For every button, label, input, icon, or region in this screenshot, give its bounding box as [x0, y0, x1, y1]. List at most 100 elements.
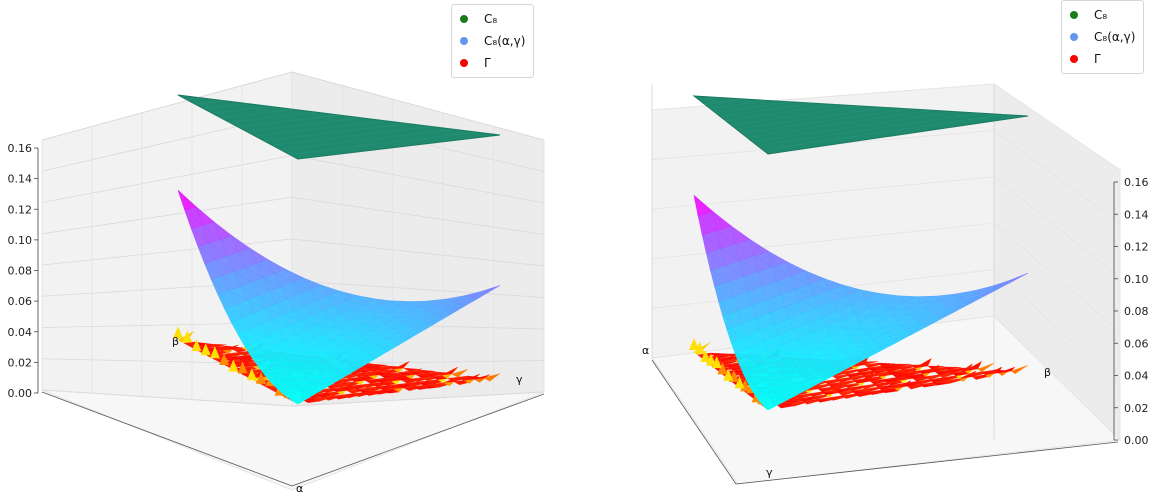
c8-mesh-line	[212, 106, 271, 114]
gamma-surface-facet	[483, 373, 501, 382]
legend-label-gamma: Γ	[1094, 52, 1101, 66]
alpha-axis-line	[41, 391, 293, 487]
gamma-surface-facet	[893, 363, 912, 368]
gamma-surface-facet	[371, 363, 388, 368]
c8-mesh-line	[709, 100, 766, 109]
grid-line	[291, 71, 545, 141]
z-tick-label: 0.00	[8, 387, 33, 400]
gamma-surface-facet	[467, 375, 484, 380]
z-tick-label: 0.08	[8, 265, 33, 278]
c8-mesh-line	[752, 111, 957, 142]
legend-entry-c8: C₈	[1070, 4, 1135, 26]
beta-axis-line	[735, 441, 1119, 485]
c8-alpha-gamma-facet	[445, 295, 465, 303]
gamma-surface-facet	[226, 345, 243, 350]
c8-alpha-gamma-facet	[897, 295, 917, 304]
c8-alpha-gamma-facet	[916, 295, 936, 304]
c8-alpha-gamma-facet	[231, 234, 251, 253]
c8-mesh-line	[229, 111, 317, 123]
c8-mesh-line	[746, 110, 933, 138]
gamma-spike	[191, 339, 202, 352]
c8-alpha-gamma-facet	[213, 220, 233, 240]
c8-alpha-gamma-facet	[356, 295, 376, 305]
legend-marker-gamma	[460, 59, 468, 67]
gamma-axis-label: γ	[516, 373, 523, 386]
c8-alpha-gamma-facet	[693, 194, 714, 216]
c8-mesh-line	[289, 131, 478, 155]
c8-mesh-line	[186, 97, 202, 100]
legend-entry-gamma: Γ	[460, 52, 525, 74]
c8-alpha-gamma-facet	[841, 284, 862, 297]
c8-mesh-line	[715, 101, 790, 113]
c8-mesh-line	[730, 105, 862, 126]
gamma-spike	[694, 341, 705, 354]
legend-label-c8: C₈	[1094, 8, 1108, 22]
c8-mesh-line	[699, 97, 718, 101]
legend-label-c8: C₈	[484, 12, 498, 26]
c8-alpha-gamma-facet	[177, 189, 197, 211]
gamma-spike	[182, 330, 193, 343]
gamma-surface-facet	[977, 362, 995, 373]
c8-alpha-gamma-facet	[860, 289, 881, 300]
z-tick-label: 0.12	[8, 203, 33, 216]
c8-mesh-line	[736, 107, 885, 130]
legend-marker-c8	[460, 15, 468, 23]
legend-entry-c8-alpha-gamma: C₈(α,γ)	[460, 30, 525, 52]
c8-mesh-line	[203, 103, 248, 109]
c8-mesh-line	[255, 120, 386, 137]
c8-alpha-gamma-facet	[1009, 272, 1029, 282]
z-tick-label: 0.04	[8, 326, 33, 339]
z-tick-label: 0.16	[8, 142, 33, 155]
z-tick-label: 0.02	[1124, 402, 1149, 415]
z-tick-label: 0.10	[8, 234, 33, 247]
beta-axis-label: β	[172, 335, 179, 348]
grid-line	[291, 391, 545, 407]
c8-mesh-line	[757, 112, 981, 146]
z-tick-label: 0.00	[1124, 434, 1149, 447]
c8-alpha-gamma-facet	[934, 294, 954, 302]
z-tick-label: 0.08	[1124, 305, 1149, 318]
gamma-spike	[228, 359, 239, 372]
c8-alpha-gamma-facet	[989, 280, 1010, 289]
c8-alpha-gamma-facet	[823, 278, 844, 291]
gamma-surface-facet	[860, 361, 878, 366]
grid-line	[993, 269, 1121, 387]
gamma-spike	[237, 361, 248, 374]
gamma-spike	[209, 346, 220, 359]
grid-line	[651, 176, 995, 210]
gamma-surface-facet	[927, 365, 945, 370]
grid-line	[41, 155, 293, 203]
gamma-spike	[700, 350, 711, 363]
gamma-spike	[200, 343, 211, 356]
gamma-spike	[219, 352, 230, 365]
gamma-spike	[740, 379, 751, 392]
legend-entry-c8-alpha-gamma: C₈(α,γ)	[1070, 26, 1135, 48]
legend-marker-c8-alpha-gamma	[1070, 33, 1078, 41]
gamma-surface-facet	[994, 369, 1012, 374]
grid-line	[41, 196, 293, 235]
c8-mesh-line	[725, 104, 838, 122]
c8-alpha-gamma-facet	[391, 300, 411, 308]
c8-alpha-gamma-surface	[177, 189, 501, 405]
c8-alpha-gamma-facet	[971, 286, 992, 295]
legend-marker-c8	[1070, 11, 1078, 19]
alpha-axis-label: α	[642, 344, 649, 357]
c8-alpha-gamma-surface	[693, 194, 1029, 411]
gamma-surface-facet	[877, 362, 895, 367]
gamma-surface-facet	[710, 352, 728, 357]
c8-alpha-gamma-facet	[409, 300, 429, 308]
c8-mesh-line	[720, 102, 814, 117]
z-tick-label: 0.12	[1124, 241, 1149, 254]
c8-alpha-gamma-facet	[712, 210, 732, 231]
legend-label-c8-alpha-gamma: C₈(α,γ)	[1094, 30, 1136, 44]
grid-line	[291, 196, 545, 235]
gamma-axis-line	[291, 393, 545, 487]
left-legend: C₈ C₈(α,γ) Γ	[451, 4, 535, 78]
c8-mesh-line	[246, 117, 363, 132]
c8-alpha-gamma-facet	[953, 290, 973, 299]
c8-mesh-line	[272, 126, 432, 146]
legend-entry-gamma: Γ	[1070, 48, 1135, 70]
z-tick-label: 0.06	[8, 295, 33, 308]
alpha-axis-line	[651, 359, 737, 485]
